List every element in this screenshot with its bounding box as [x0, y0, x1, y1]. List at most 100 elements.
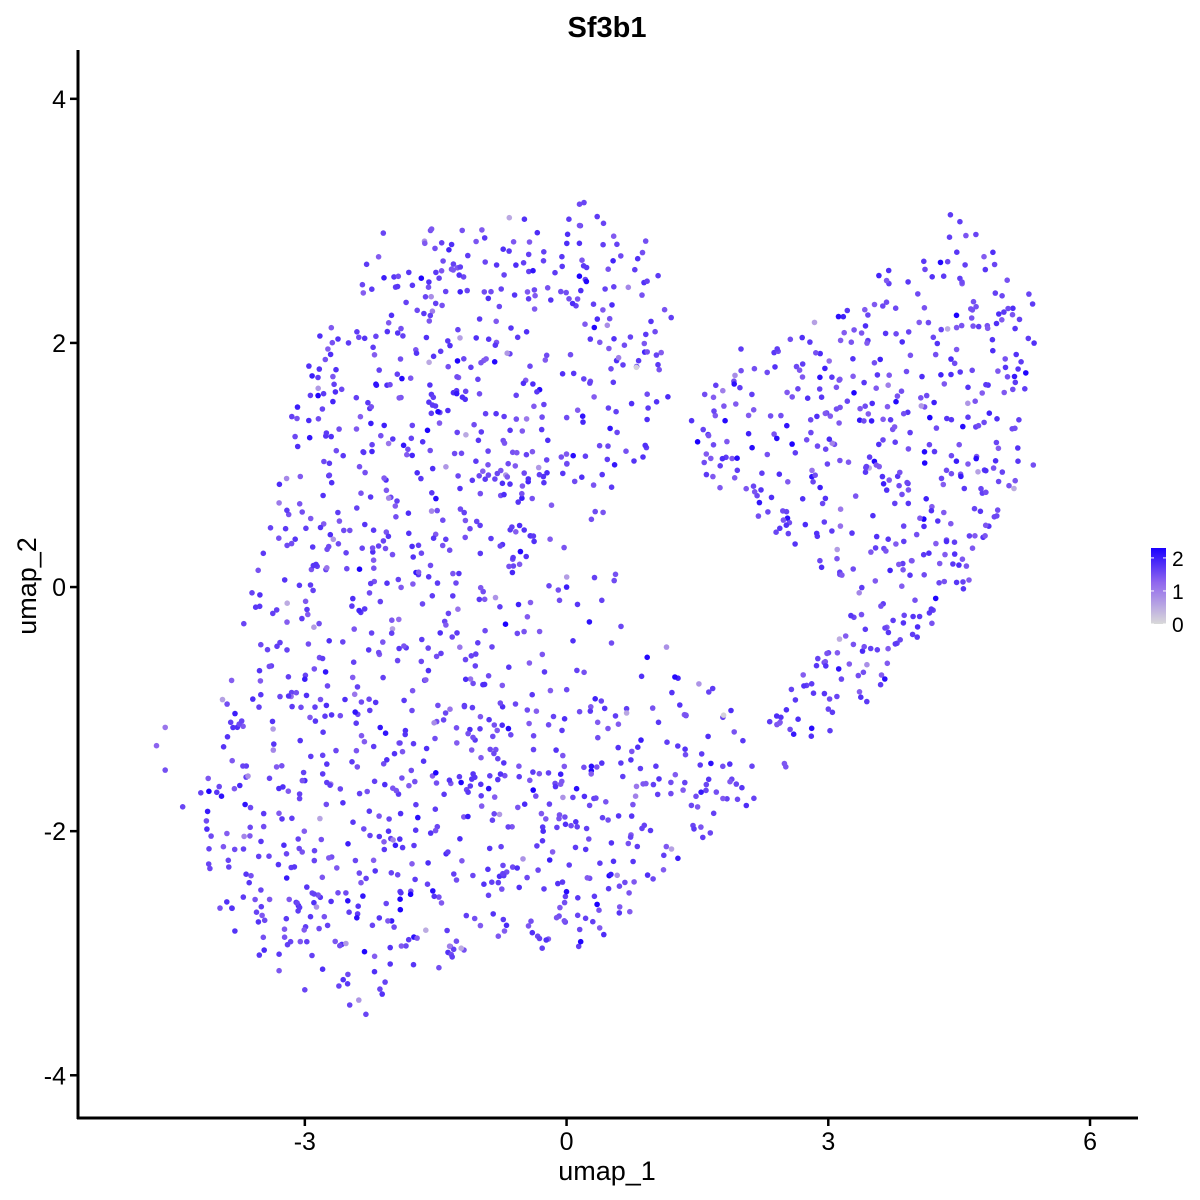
scatter-point	[885, 536, 891, 542]
scatter-point	[574, 601, 581, 608]
scatter-point	[717, 463, 723, 469]
scatter-point	[951, 539, 958, 545]
scatter-point	[391, 924, 397, 930]
scatter-point	[539, 414, 545, 420]
scatter-point	[305, 611, 311, 618]
scatter-point	[819, 500, 826, 507]
scatter-point	[322, 713, 328, 719]
scatter-point	[478, 793, 485, 799]
scatter-point	[283, 875, 290, 881]
scatter-point	[307, 392, 314, 399]
scatter-point	[821, 690, 828, 697]
scatter-point	[495, 755, 501, 762]
scatter-point	[414, 470, 421, 476]
scatter-point	[285, 511, 292, 518]
scatter-point	[315, 392, 321, 399]
scatter-point	[320, 492, 326, 499]
scatter-point	[378, 432, 384, 439]
scatter-point	[317, 815, 323, 822]
scatter-point	[643, 331, 649, 338]
scatter-point	[247, 824, 253, 831]
scatter-point	[370, 344, 376, 351]
scatter-point	[658, 349, 664, 356]
scatter-point	[649, 705, 656, 711]
scatter-point	[421, 310, 427, 317]
scatter-point	[963, 232, 969, 239]
scatter-point	[240, 763, 246, 769]
scatter-point	[599, 814, 606, 821]
scatter-point	[948, 470, 955, 477]
scatter-point	[790, 731, 797, 737]
scatter-point	[850, 373, 856, 380]
scatter-point	[653, 399, 660, 405]
scatter-point	[536, 770, 543, 777]
scatter-point	[317, 524, 324, 531]
scatter-point	[299, 777, 306, 784]
scatter-point	[526, 268, 532, 275]
scatter-point	[852, 493, 859, 499]
scatter-point	[377, 598, 384, 605]
scatter-point	[883, 548, 889, 554]
scatter-point	[418, 275, 425, 282]
scatter-point	[885, 645, 891, 652]
scatter-point	[639, 292, 645, 298]
scatter-point	[586, 802, 593, 809]
scatter-point	[903, 368, 910, 375]
scatter-point	[780, 517, 787, 523]
legend-tick-label: 1	[1172, 581, 1184, 604]
scatter-point	[485, 336, 492, 343]
scatter-point	[559, 263, 565, 270]
scatter-point	[332, 389, 339, 395]
scatter-point	[559, 879, 566, 885]
scatter-point	[303, 692, 310, 699]
scatter-point	[516, 773, 522, 780]
scatter-point	[300, 769, 307, 776]
scatter-point	[504, 474, 511, 480]
scatter-point	[312, 718, 319, 724]
scatter-point	[529, 691, 535, 698]
scatter-point	[443, 536, 449, 543]
scatter-point	[533, 793, 539, 799]
scatter-point	[850, 641, 857, 648]
scatter-point	[539, 945, 545, 951]
scatter-point	[256, 952, 263, 958]
scatter-point	[372, 699, 379, 706]
scatter-point	[552, 269, 558, 276]
scatter-point	[615, 354, 622, 361]
scatter-point	[492, 476, 498, 482]
scatter-point	[273, 607, 280, 613]
scatter-point	[385, 320, 392, 326]
scatter-point	[803, 437, 810, 443]
scatter-point	[675, 743, 681, 749]
scatter-point	[633, 364, 640, 371]
scatter-point	[921, 305, 928, 311]
scatter-point	[406, 269, 412, 276]
scatter-point	[835, 666, 842, 672]
scatter-point	[477, 713, 484, 720]
scatter-point	[578, 287, 584, 294]
scatter-point	[921, 460, 928, 466]
scatter-point	[454, 740, 460, 746]
scatter-point	[238, 718, 245, 724]
scatter-point	[282, 525, 289, 532]
scatter-point	[405, 936, 412, 943]
scatter-point	[981, 419, 987, 426]
scatter-point	[323, 430, 330, 436]
scatter-point	[247, 833, 253, 839]
scatter-point	[476, 473, 483, 479]
scatter-point	[354, 764, 361, 770]
scatter-point	[301, 927, 308, 933]
scatter-point	[411, 842, 417, 849]
scatter-point	[276, 967, 282, 974]
scatter-point	[576, 201, 583, 207]
scatter-point	[778, 714, 784, 721]
scatter-point	[387, 961, 394, 967]
scatter-point	[485, 892, 492, 899]
scatter-point	[559, 253, 565, 260]
scatter-point	[454, 358, 461, 364]
scatter-point	[525, 296, 532, 302]
scatter-point	[468, 364, 474, 371]
scatter-point	[368, 404, 375, 410]
scatter-point	[713, 789, 720, 795]
